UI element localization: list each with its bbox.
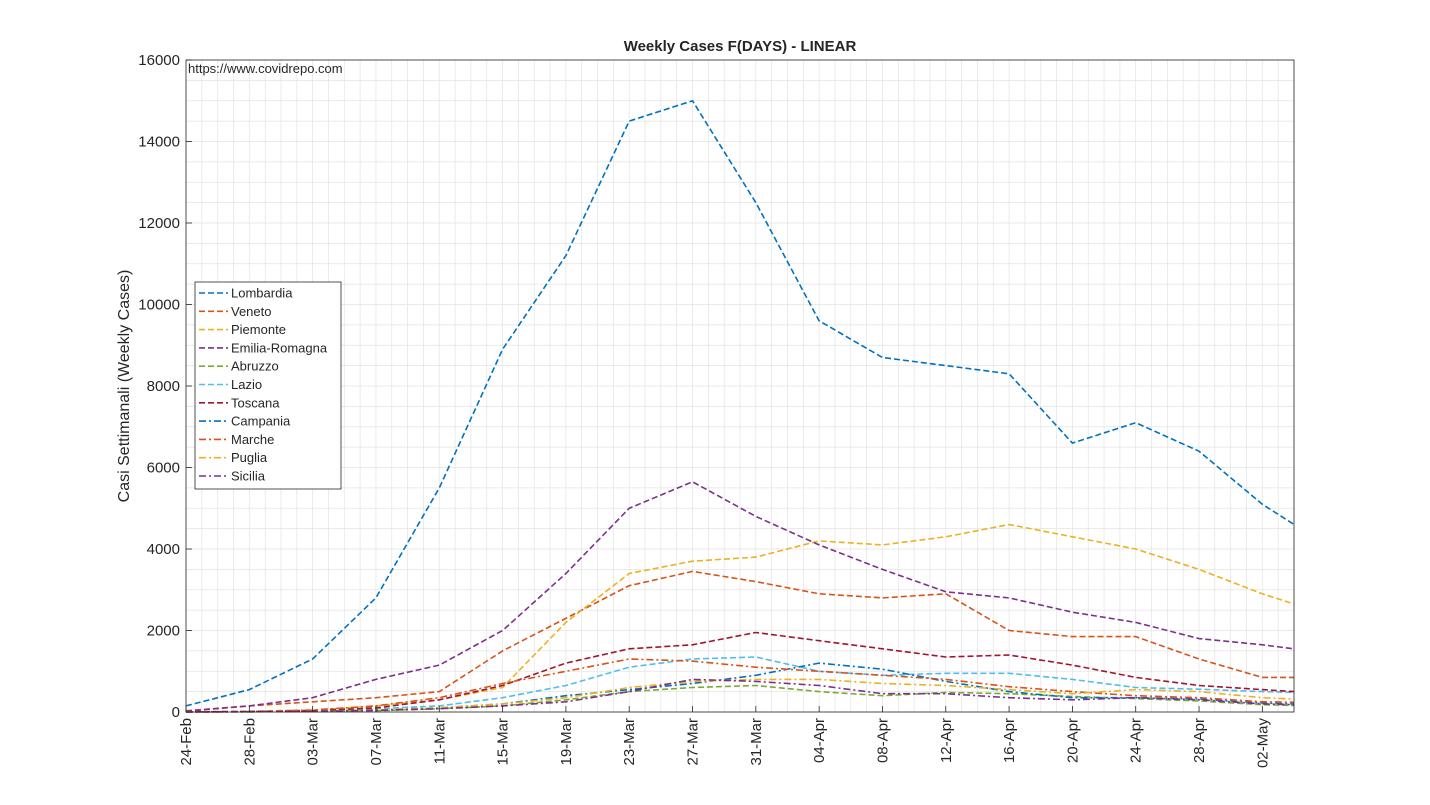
x-tick-label: 16-Apr (1001, 718, 1018, 763)
series-line-puglia (185, 678, 1295, 713)
legend-label-sicilia: Sicilia (231, 469, 266, 484)
y-axis-label: Casi Settimanali (Weekly Cases) (116, 270, 133, 503)
x-tick-label: 03-Mar (305, 718, 322, 766)
legend-label-marche: Marche (231, 432, 274, 447)
y-tick-label: 6000 (147, 460, 180, 477)
legend-label-toscana: Toscana (231, 395, 280, 410)
chart-title: Weekly Cases F(DAYS) - LINEAR (624, 38, 857, 55)
x-tick-label: 20-Apr (1064, 718, 1081, 763)
series-line-marche (185, 658, 1295, 713)
legend-label-lazio: Lazio (231, 377, 262, 392)
series-line-campania (185, 662, 1295, 713)
y-tick-label: 4000 (147, 541, 180, 558)
legend-label-abruzzo: Abruzzo (231, 359, 279, 374)
x-tick-label: 08-Apr (874, 718, 891, 763)
x-tick-label: 04-Apr (811, 718, 828, 763)
legend: Lombardia Veneto Piemonte Emilia-Romagna Abr… (194, 281, 342, 490)
y-tick-label: 2000 (147, 623, 180, 640)
x-tick-label: 07-Mar (368, 718, 385, 766)
legend-label-puglia: Puglia (231, 450, 268, 465)
y-axis: 0 2000 4000 6000 8000 10000 12000 14000 16000 (138, 52, 192, 721)
x-tick-label: 02-May (1254, 718, 1271, 769)
y-tick-label: 8000 (147, 378, 180, 395)
x-tick-label: 24-Apr (1128, 718, 1145, 763)
legend-label-piemonte: Piemonte (231, 322, 286, 337)
series-line-sicilia (185, 678, 1295, 713)
x-tick-label: 27-Mar (685, 718, 702, 766)
x-tick-label: 24-Feb (178, 718, 195, 766)
series-line-veneto (185, 570, 1294, 712)
series-line-emilia-romagna (185, 480, 1295, 712)
legend-label-campania: Campania (231, 414, 291, 429)
y-tick-label: 0 (172, 704, 180, 721)
y-tick-label: 16000 (138, 52, 180, 69)
x-tick-label: 12-Apr (938, 718, 955, 763)
x-tick-label: 11-Mar (431, 718, 448, 764)
x-tick-label: 28-Apr (1191, 718, 1208, 763)
x-tick-label: 28-Feb (241, 718, 258, 766)
legend-label-lombardia: Lombardia (231, 286, 293, 301)
x-tick-label: 15-Mar (495, 718, 512, 766)
legend-label-veneto: Veneto (231, 304, 272, 319)
x-tick-label: 31-Mar (748, 718, 765, 766)
x-axis: 24-Feb 28-Feb 03-Mar 07-Mar 11-Mar 15-Mar 19-M… (178, 706, 1271, 768)
y-tick-label: 10000 (138, 297, 180, 314)
legend-label-emilia-romagna: Emilia-Romagna (231, 340, 328, 355)
legend-box (194, 281, 342, 490)
source-url: https://www.covidrepo.com (188, 61, 343, 76)
y-tick-label: 12000 (138, 215, 180, 232)
y-tick-label: 14000 (138, 134, 180, 151)
x-tick-label: 19-Mar (558, 718, 575, 766)
x-tick-label: 23-Mar (621, 718, 638, 766)
